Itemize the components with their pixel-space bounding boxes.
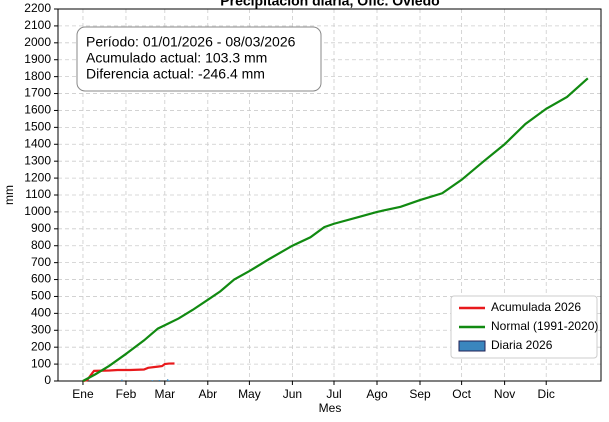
plot-frame <box>57 8 602 382</box>
y-tick-label: 1300 <box>24 153 51 167</box>
x-tick-label: Ago <box>366 387 388 401</box>
x-tick-label: Sep <box>409 387 431 401</box>
x-tick-label: Nov <box>494 387 515 401</box>
y-tick-label: 1500 <box>24 120 51 134</box>
legend-label: Diaria 2026 <box>491 338 553 352</box>
legend-label: Acumulada 2026 <box>491 300 581 314</box>
y-tick-label: 400 <box>31 306 51 320</box>
y-tick-label: 1600 <box>24 103 51 117</box>
annotation-box <box>76 26 322 92</box>
x-tick-label: Ene <box>72 387 94 401</box>
x-tick-label: Jul <box>326 387 341 401</box>
annotation-text: Período: 01/01/2026 - 08/03/2026 <box>86 34 296 50</box>
x-tick-label: May <box>238 387 261 401</box>
y-tick-label: 900 <box>31 221 51 235</box>
bar <box>121 379 123 381</box>
y-tick-label: 1800 <box>24 69 51 83</box>
y-tick-label: 1700 <box>24 86 51 100</box>
y-axis-label: mm <box>2 185 16 205</box>
y-tick-label: 1900 <box>24 52 51 66</box>
x-tick-label: Mar <box>154 387 175 401</box>
bar <box>166 379 169 381</box>
annotation-text: Diferencia actual: -246.4 mm <box>86 66 265 82</box>
x-tick-label: Jun <box>283 387 302 401</box>
bar <box>158 379 161 381</box>
y-tick-label: 2100 <box>24 18 51 32</box>
bar <box>168 380 170 381</box>
y-tick-label: 300 <box>31 322 51 336</box>
y-tick-label: 1000 <box>24 204 51 218</box>
x-tick-label: Feb <box>116 387 137 401</box>
y-tick-label: 200 <box>31 339 51 353</box>
y-tick-label: 700 <box>31 255 51 269</box>
line <box>82 362 175 383</box>
line <box>82 77 589 382</box>
legend-swatch <box>458 340 486 352</box>
y-tick-label: 2000 <box>24 35 51 49</box>
y-tick-label: 1400 <box>24 136 51 150</box>
legend-label: Normal (1991-2020) <box>491 319 598 333</box>
annotation-text: Acumulado actual: 103.3 mm <box>86 50 267 66</box>
y-tick-label: 1100 <box>25 187 51 201</box>
x-tick-label: Oct <box>452 387 471 401</box>
bar <box>151 380 154 381</box>
y-tick-label: 2200 <box>24 1 51 15</box>
legend-box <box>450 295 598 359</box>
y-tick-label: 800 <box>31 238 51 252</box>
y-tick-label: 600 <box>31 272 51 286</box>
x-axis-label: Mes <box>319 401 342 415</box>
y-tick-label: 0 <box>44 373 51 387</box>
y-tick-label: 500 <box>31 289 51 303</box>
y-tick-label: 1200 <box>24 170 51 184</box>
x-tick-label: Abr <box>198 387 217 401</box>
y-tick-label: 100 <box>31 356 51 370</box>
chart-title: Precipitación diaria, Ofic. Oviedo <box>220 0 439 9</box>
x-tick-label: Dic <box>538 387 555 401</box>
